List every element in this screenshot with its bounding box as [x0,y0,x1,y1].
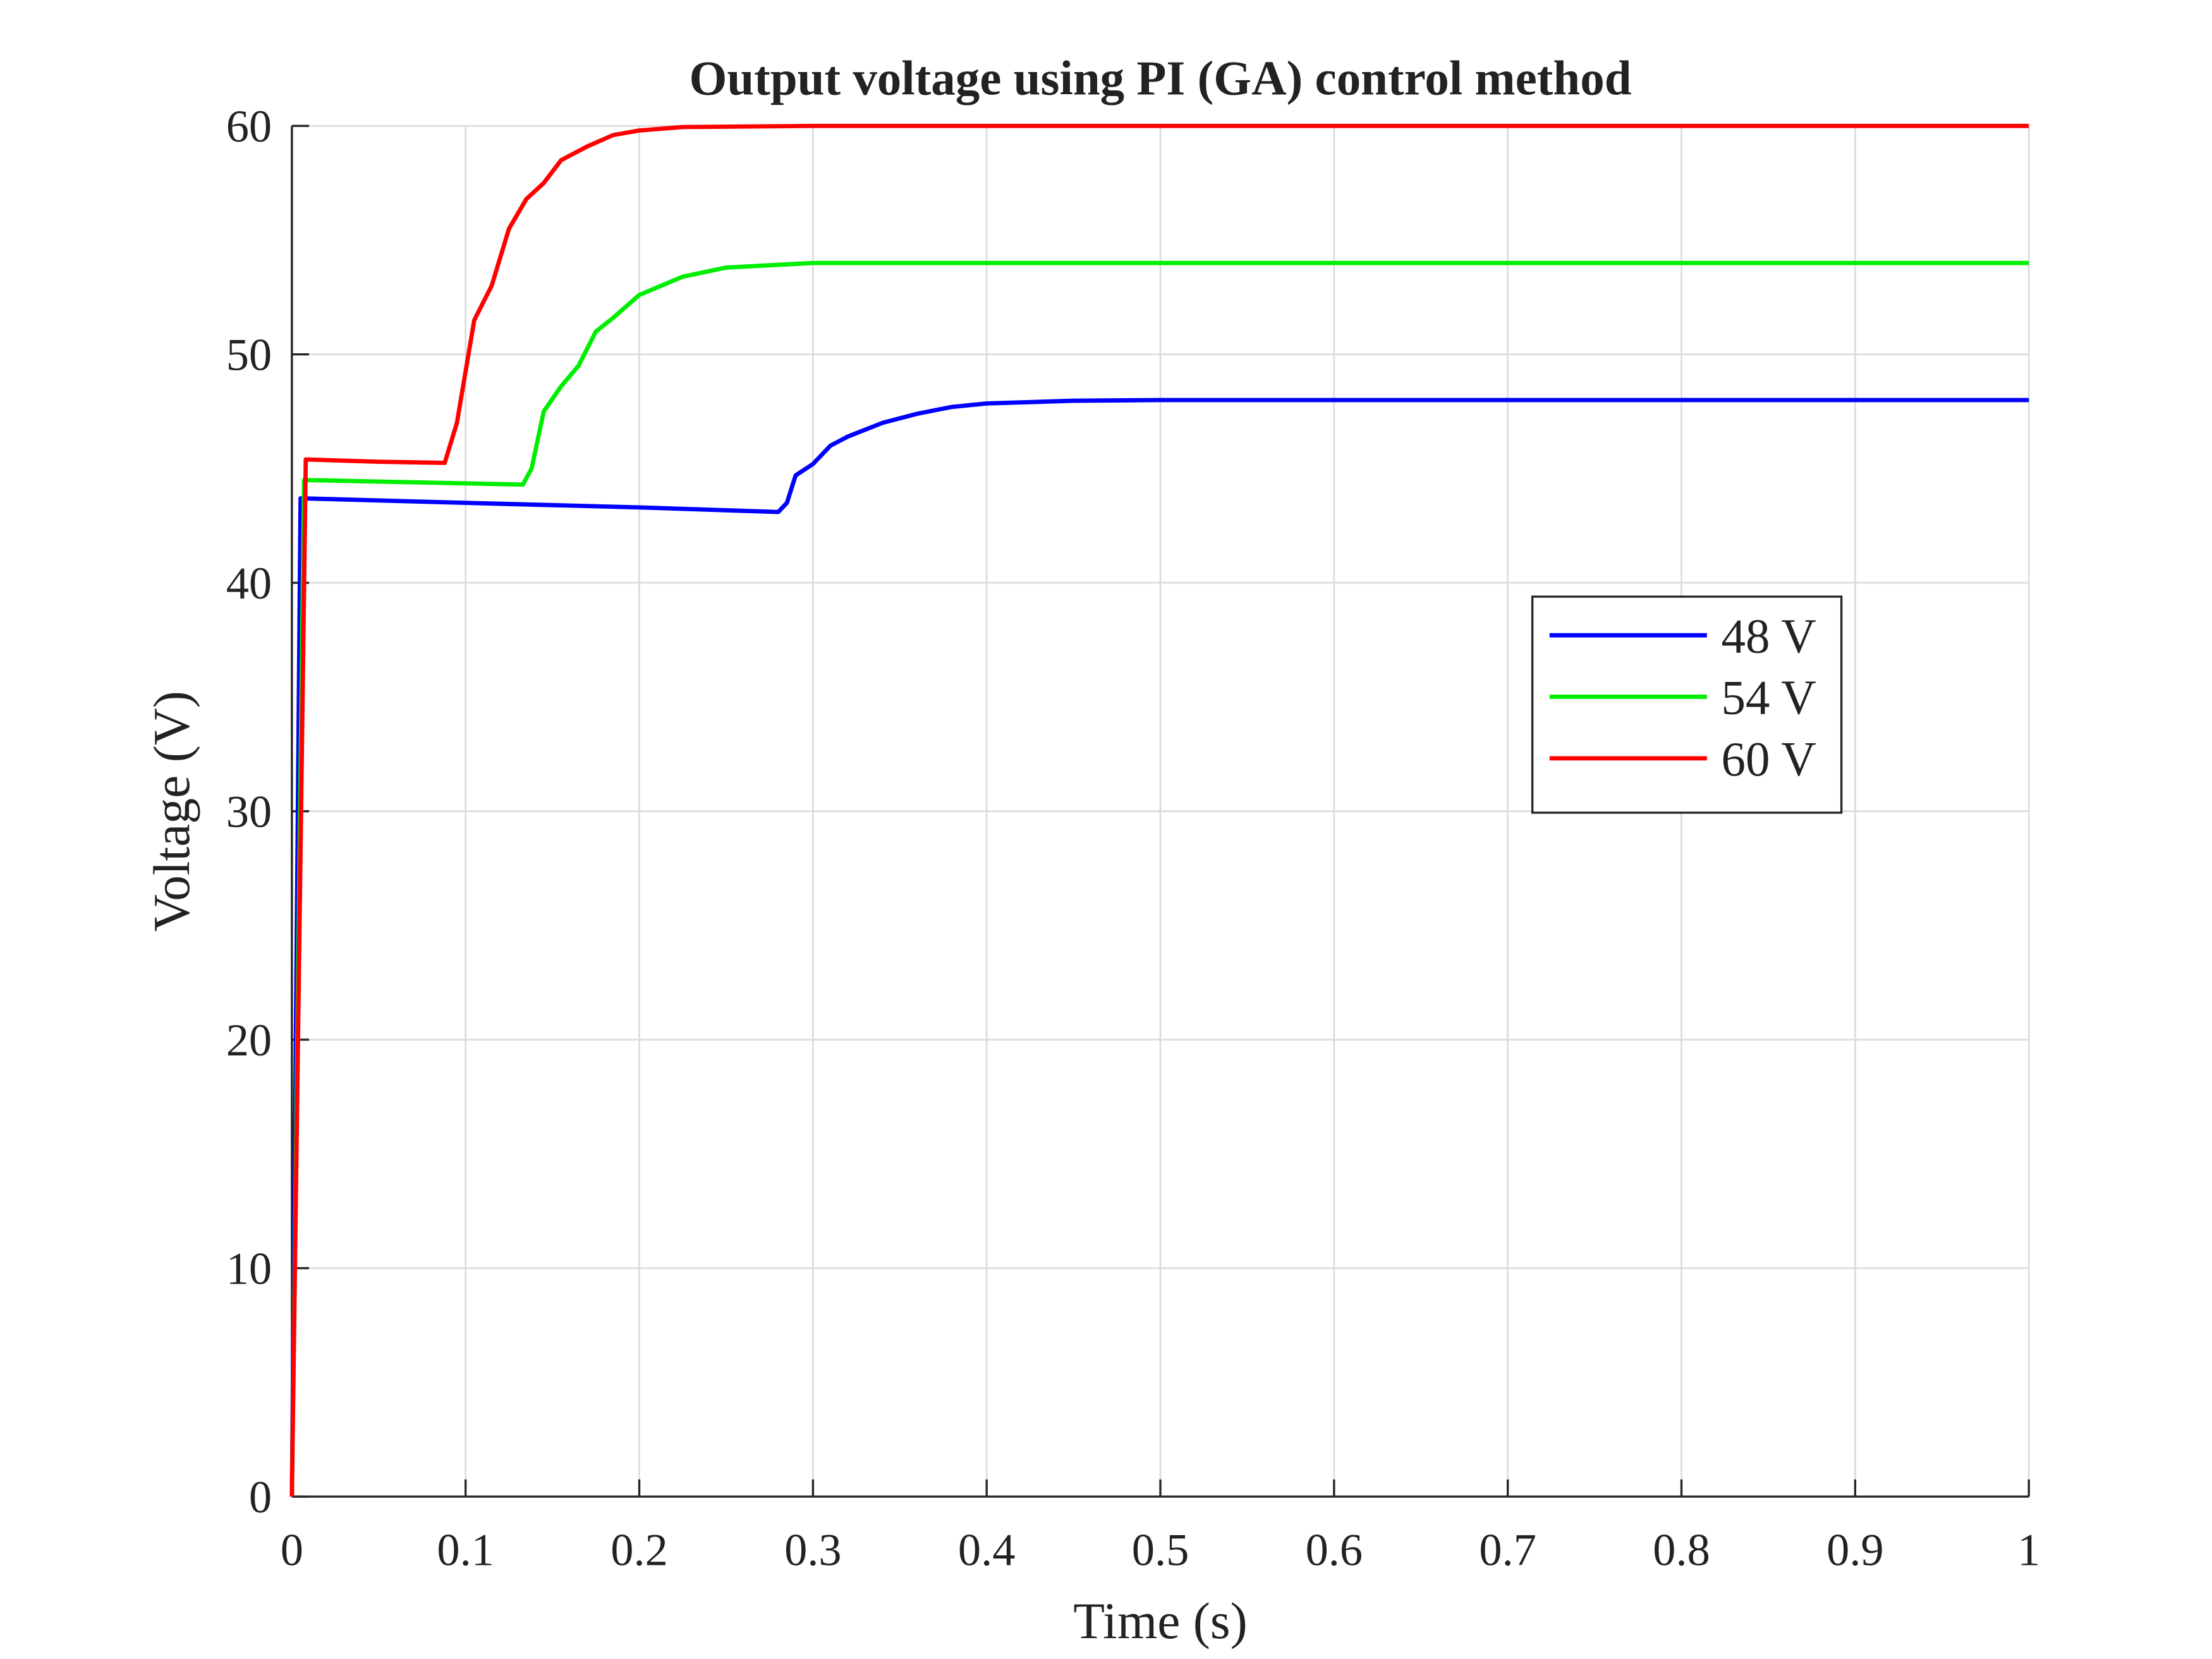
y-tick-label: 60 [226,100,272,152]
y-tick-label: 0 [249,1471,272,1522]
y-axis-label: Voltage (V) [143,691,200,932]
y-tick-label: 40 [226,557,272,609]
y-tick-label: 10 [226,1243,272,1294]
x-tick-label: 0.8 [1653,1524,1710,1576]
chart-title: Output voltage using PI (GA) control met… [690,51,1632,105]
x-tick-label: 0.3 [784,1524,842,1576]
x-tick-label: 0.2 [611,1524,668,1576]
x-tick-label: 1 [2017,1524,2040,1576]
y-tick-label: 30 [226,786,272,837]
x-tick-label: 0.5 [1132,1524,1189,1576]
x-tick-label: 0.1 [437,1524,494,1576]
x-tick-label: 0 [281,1524,303,1576]
x-tick-label: 0.4 [958,1524,1016,1576]
x-tick-label: 0.6 [1306,1524,1363,1576]
x-tick-label: 0.7 [1479,1524,1536,1576]
legend-box [1531,595,1843,814]
data-line [289,260,2029,1497]
data-line [289,123,2029,1497]
x-axis-label: Time (s) [1073,1592,1248,1650]
legend-label: 54 V [1721,671,1816,725]
y-tick-label: 50 [226,329,272,380]
x-tick-label: 0.9 [1826,1524,1884,1576]
data-line [289,398,2029,1497]
legend-label: 48 V [1721,609,1816,663]
y-tick-label: 20 [226,1014,272,1066]
legend-label: 60 V [1721,732,1816,786]
